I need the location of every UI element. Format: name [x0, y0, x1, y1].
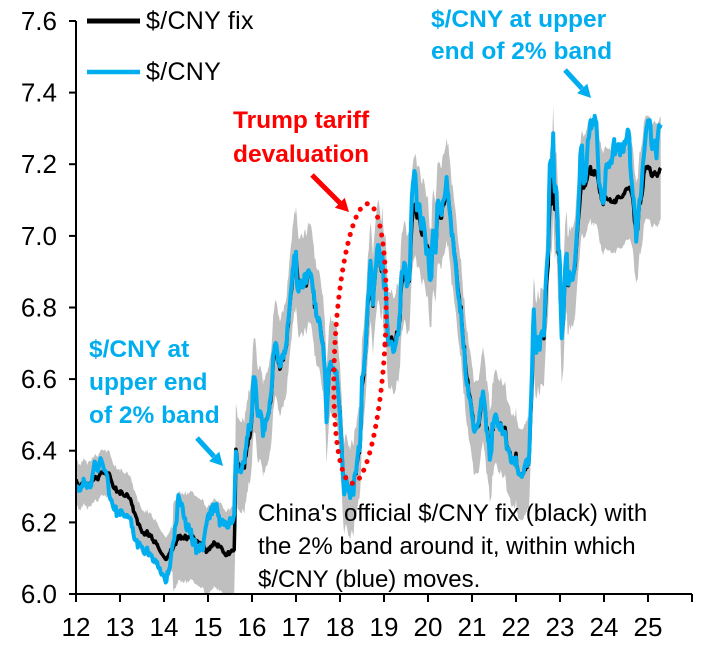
svg-text:$/CNY: $/CNY	[146, 58, 221, 86]
svg-text:$/CNY at upper: $/CNY at upper	[431, 6, 607, 33]
svg-text:15: 15	[194, 612, 223, 642]
svg-text:14: 14	[150, 612, 179, 642]
svg-text:Trump tariff: Trump tariff	[233, 107, 370, 134]
svg-text:6.2: 6.2	[21, 507, 57, 537]
svg-text:6.8: 6.8	[21, 293, 57, 323]
svg-text:24: 24	[590, 612, 619, 642]
svg-text:19: 19	[370, 612, 399, 642]
svg-text:$/CNY fix: $/CNY fix	[146, 7, 254, 35]
svg-text:20: 20	[414, 612, 443, 642]
svg-text:end of 2% band: end of 2% band	[431, 38, 612, 65]
svg-text:6.6: 6.6	[21, 364, 57, 394]
svg-text:the 2% band around it, within: the 2% band around it, within which	[258, 533, 636, 560]
svg-text:6.4: 6.4	[21, 436, 57, 466]
svg-text:7.2: 7.2	[21, 149, 57, 179]
svg-text:17: 17	[282, 612, 311, 642]
svg-text:12: 12	[62, 612, 91, 642]
svg-text:China's official $/CNY fix (bl: China's official $/CNY fix (black) with	[258, 500, 647, 527]
svg-text:of 2% band: of 2% band	[89, 402, 220, 429]
svg-text:23: 23	[546, 612, 575, 642]
svg-text:$/CNY (blue) moves.: $/CNY (blue) moves.	[258, 566, 480, 593]
svg-text:18: 18	[326, 612, 355, 642]
svg-text:$/CNY at: $/CNY at	[89, 336, 189, 363]
svg-text:21: 21	[458, 612, 487, 642]
svg-text:upper end: upper end	[89, 369, 207, 396]
svg-text:22: 22	[502, 612, 531, 642]
svg-text:16: 16	[238, 612, 267, 642]
svg-text:25: 25	[634, 612, 663, 642]
svg-text:7.0: 7.0	[21, 221, 57, 251]
svg-text:6.0: 6.0	[21, 579, 57, 609]
svg-text:7.4: 7.4	[21, 78, 57, 108]
svg-text:13: 13	[106, 612, 135, 642]
svg-text:devaluation: devaluation	[233, 141, 369, 168]
svg-text:7.6: 7.6	[21, 6, 57, 36]
